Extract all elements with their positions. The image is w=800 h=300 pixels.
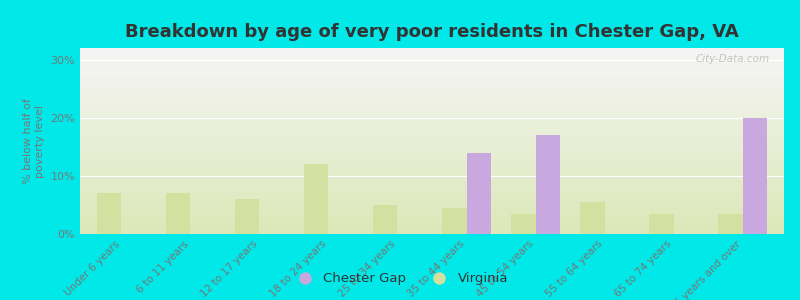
Bar [742,118,766,234]
Bar [535,135,560,234]
Bar [511,214,535,234]
Bar [235,199,259,234]
Y-axis label: % below half of
poverty level: % below half of poverty level [23,98,45,184]
Bar [466,153,490,234]
Title: Breakdown by age of very poor residents in Chester Gap, VA: Breakdown by age of very poor residents … [125,23,739,41]
Text: City-Data.com: City-Data.com [696,54,770,64]
Bar [718,214,742,234]
Bar [580,202,605,234]
Bar [166,193,190,234]
Bar [374,205,398,234]
Bar [304,164,329,234]
Bar [650,214,674,234]
Bar [98,193,122,234]
Bar [442,208,466,234]
Legend: Chester Gap, Virginia: Chester Gap, Virginia [286,267,514,290]
